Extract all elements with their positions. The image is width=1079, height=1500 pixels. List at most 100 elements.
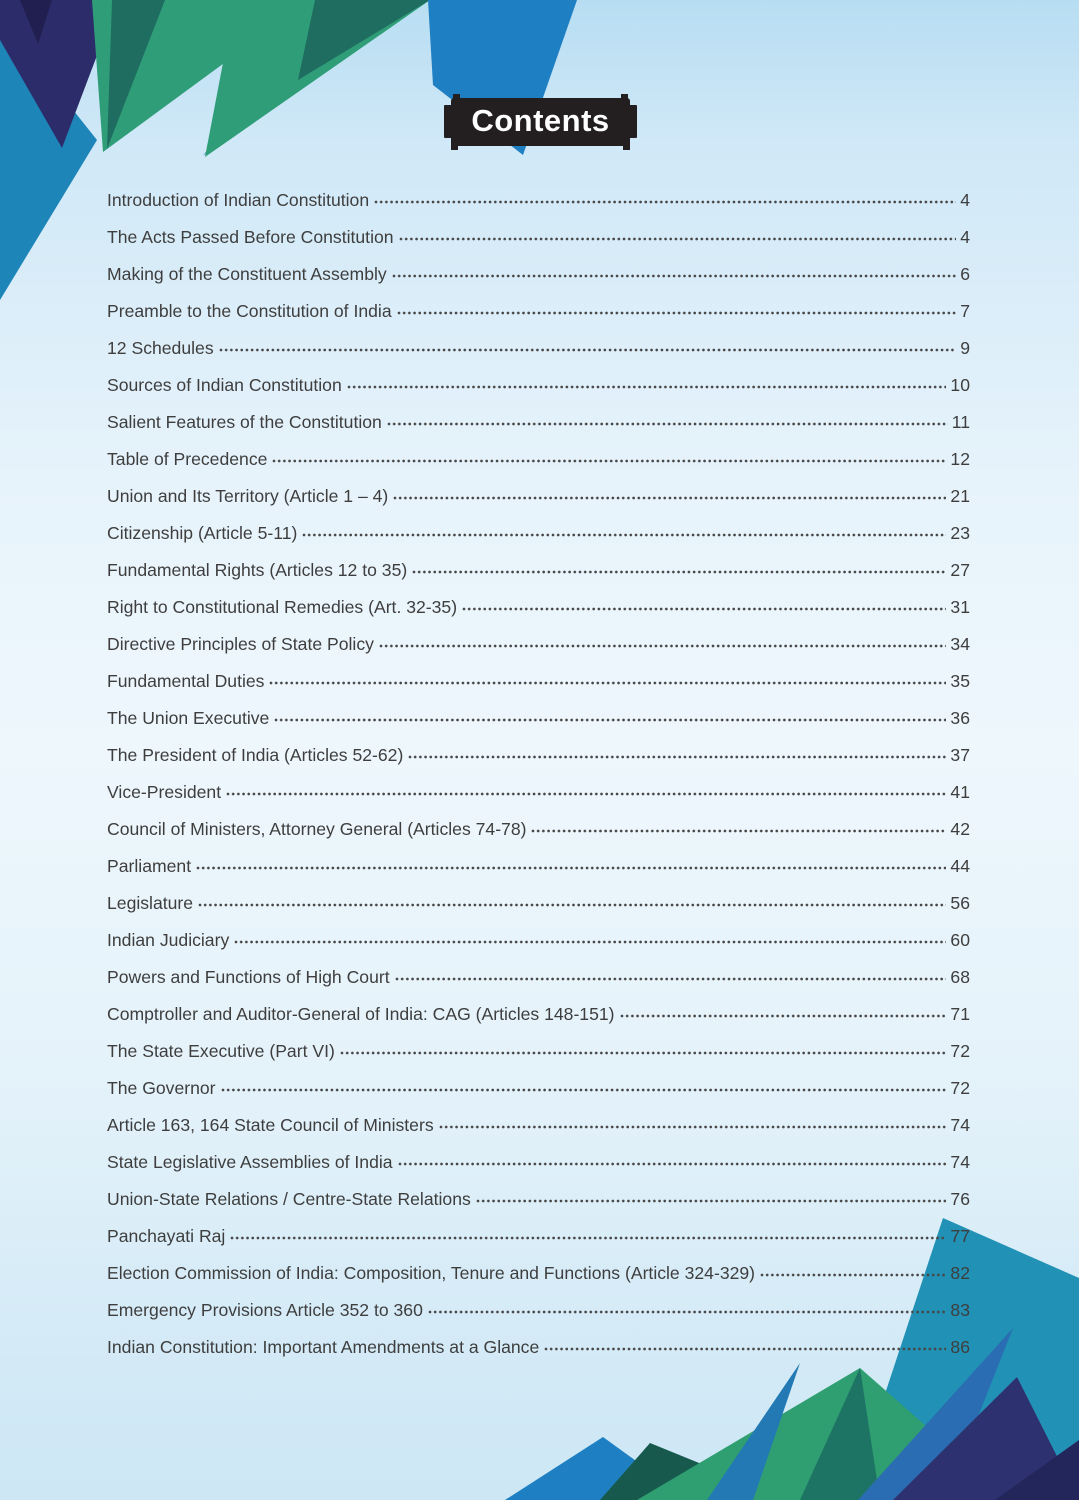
dotted-leader [408,755,947,759]
toc-entry-title: Emergency Provisions Article 352 to 360 [107,1300,423,1321]
toc-entry-title: Powers and Functions of High Court [107,967,390,988]
dotted-leader [386,422,948,426]
toc-entry-page: 74 [950,1152,970,1173]
toc-entry-page: 7 [960,301,970,322]
decor-triangle-blue-left [0,18,97,300]
toc-entry-page: 34 [950,634,970,655]
toc-entry-title: Parliament [107,856,192,877]
toc-entry: Article 163, 164 State Council of Minist… [107,1099,970,1136]
dotted-leader [346,385,947,389]
toc-entry: Election Commission of India: Compositio… [107,1247,970,1284]
toc-entry-page: 41 [950,782,970,803]
decor-corner-navy [995,1440,1079,1500]
dotted-leader [412,570,947,574]
toc-entry-page: 4 [960,190,970,211]
toc-entry-page: 23 [950,523,970,544]
dotted-leader [760,1273,947,1277]
badge-background [451,98,630,146]
toc-entry-title: Vice-President [107,782,222,803]
toc-entry-page: 83 [950,1300,970,1321]
toc-entry-title: Table of Precedence [107,449,268,470]
dotted-leader [226,792,947,796]
toc-entry-page: 36 [950,708,970,729]
decor-band-teal [800,1368,880,1500]
dotted-leader [427,1310,947,1314]
dotted-leader [378,644,947,648]
toc-entry: Legislature 56 [107,877,970,914]
badge-corner-nub [451,143,458,150]
decor-band-mid-blue [858,1328,1013,1500]
decor-blue-spike [707,1363,800,1500]
toc-entry: Powers and Functions of High Court 68 [107,951,970,988]
toc-entry-title: Fundamental Rights (Articles 12 to 35) [107,560,408,581]
dotted-leader [397,1162,947,1166]
toc-entry-title: Indian Judiciary [107,930,230,951]
toc-entry-page: 60 [950,930,970,951]
toc-entry-page: 82 [950,1263,970,1284]
toc-entry-title: Legislature [107,893,194,914]
badge-left-tab [444,105,454,138]
toc-entry: The Governor 72 [107,1062,970,1099]
decor-triangle-blue-big [428,0,577,155]
dotted-leader [438,1125,947,1129]
page-title: Contents [471,102,610,138]
toc-entry-title: Indian Constitution: Important Amendment… [107,1337,540,1358]
toc-entry-page: 74 [950,1115,970,1136]
toc-entry: Comptroller and Auditor-General of India… [107,988,970,1025]
dotted-leader [274,718,947,722]
dotted-leader [218,348,957,352]
toc-entry-page: 9 [960,338,970,359]
dotted-leader [220,1088,947,1092]
toc-entry: Union and Its Territory (Article 1 – 4) … [107,470,970,507]
dotted-leader [198,903,947,907]
toc-entry: Council of Ministers, Attorney General (… [107,803,970,840]
toc-entry-page: 77 [950,1226,970,1247]
toc-entry-page: 27 [950,560,970,581]
dotted-leader [272,459,947,463]
toc-entry-page: 68 [950,967,970,988]
toc-entry-title: Salient Features of the Constitution [107,412,382,433]
toc-entry: The State Executive (Part VI) 72 [107,1025,970,1062]
toc-entry-page: 12 [950,449,970,470]
toc-entry-page: 35 [950,671,970,692]
toc-entry-title: Panchayati Raj [107,1226,226,1247]
dotted-leader [398,237,957,241]
toc-entry: Preamble to the Constitution of India 7 [107,285,970,322]
toc-entry-title: Union-State Relations / Centre-State Rel… [107,1189,471,1210]
toc-entry-page: 44 [950,856,970,877]
toc-entry-page: 21 [950,486,970,507]
badge-corner-nub [623,143,630,150]
decor-triangle-teal-b [298,0,430,80]
top-decoration [0,0,577,300]
toc-entry-title: Directive Principles of State Policy [107,634,374,655]
contents-title-badge: Contents [444,94,637,150]
badge-corner-nub [621,94,628,101]
dotted-leader [393,496,947,500]
dotted-leader [302,533,947,537]
badge-corner-nub [453,94,460,101]
badge-right-tab [627,105,637,138]
decor-triangle-navy-bottom [893,1377,1079,1500]
dotted-leader [339,1051,947,1055]
toc-entry: Citizenship (Article 5-11) 23 [107,507,970,544]
toc-entry-page: 76 [950,1189,970,1210]
toc-entry: The Acts Passed Before Constitution 4 [107,211,970,248]
decor-triangle-green-b [205,0,430,157]
toc-entry-title: Preamble to the Constitution of India [107,301,392,322]
dotted-leader [374,200,957,204]
toc-entry: Sources of Indian Constitution 10 [107,359,970,396]
toc-entry-title: The Governor [107,1078,216,1099]
dotted-leader [234,940,947,944]
toc-entry-title: Council of Ministers, Attorney General (… [107,819,527,840]
decor-triangle-purple [20,0,52,44]
toc-entry-title: The Acts Passed Before Constitution [107,227,394,248]
toc-entry-title: The President of India (Articles 52-62) [107,745,404,766]
dotted-leader [619,1014,947,1018]
toc-entry: Fundamental Rights (Articles 12 to 35) 2… [107,544,970,581]
toc-entry: Directive Principles of State Policy 34 [107,618,970,655]
toc-list: Introduction of Indian Constitution 4 Th… [107,174,970,1358]
toc-entry: Right to Constitutional Remedies (Art. 3… [107,581,970,618]
toc-entry-title: The Union Executive [107,708,270,729]
toc-entry-page: 71 [950,1004,970,1025]
toc-entry: The President of India (Articles 52-62) … [107,729,970,766]
